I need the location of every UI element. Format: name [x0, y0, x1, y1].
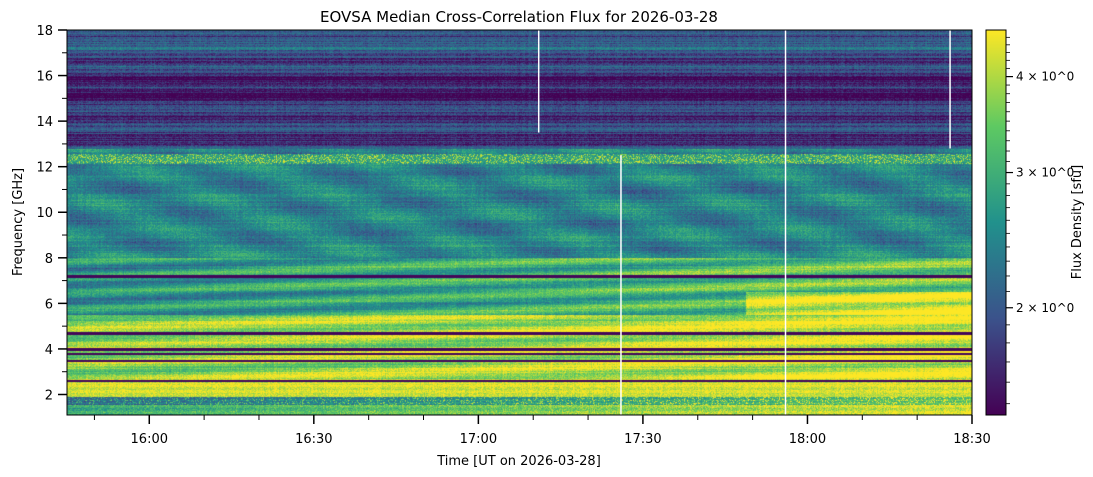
x-tick-label: 18:00 [789, 432, 826, 447]
gap-lines [537, 30, 951, 415]
colorbar-label: Flux Density [sfu] [1070, 165, 1085, 279]
y-tick-label: 14 [36, 115, 53, 130]
y-tick-label: 6 [45, 297, 53, 312]
colorbar: 2 × 10^0 3 × 10^0 4 × 10^0 Flux Density [s… [985, 29, 1085, 416]
x-tick-label: 16:00 [131, 432, 168, 447]
y-tick-label: 16 [36, 70, 53, 85]
x-tick-label: 16:30 [295, 432, 332, 447]
colorbar-gradient [985, 29, 1007, 416]
x-axis: 16:00 16:30 17:00 17:30 18:00 18:30 [93, 415, 991, 447]
plot-frame [66, 29, 973, 416]
spectrogram-canvas [67, 30, 972, 415]
y-axis-label: Frequency [GHz] [11, 168, 26, 276]
y-axis: 2 4 6 8 10 12 14 16 18 [36, 24, 67, 403]
y-tick-label: 4 [45, 343, 53, 358]
x-tick-label: 17:30 [624, 432, 661, 447]
heatmap-area [67, 30, 972, 415]
x-tick-label: 17:00 [460, 432, 497, 447]
cb-tick-label: 4 × 10^0 [1016, 70, 1074, 84]
x-axis-label: Time [UT on 2026-03-28] [436, 454, 601, 469]
x-tick-label: 18:30 [953, 432, 990, 447]
colorbar-ticks: 2 × 10^0 3 × 10^0 4 × 10^0 [1006, 36, 1074, 405]
y-tick-label: 8 [45, 252, 53, 267]
y-tick-label: 12 [36, 161, 53, 176]
cb-tick-label: 2 × 10^0 [1016, 301, 1074, 315]
y-tick-label: 2 [45, 388, 53, 403]
y-tick-label: 10 [36, 206, 53, 221]
y-tick-label: 18 [36, 24, 53, 39]
cb-tick-label: 3 × 10^0 [1016, 166, 1074, 180]
chart-title: EOVSA Median Cross-Correlation Flux for … [320, 8, 718, 26]
